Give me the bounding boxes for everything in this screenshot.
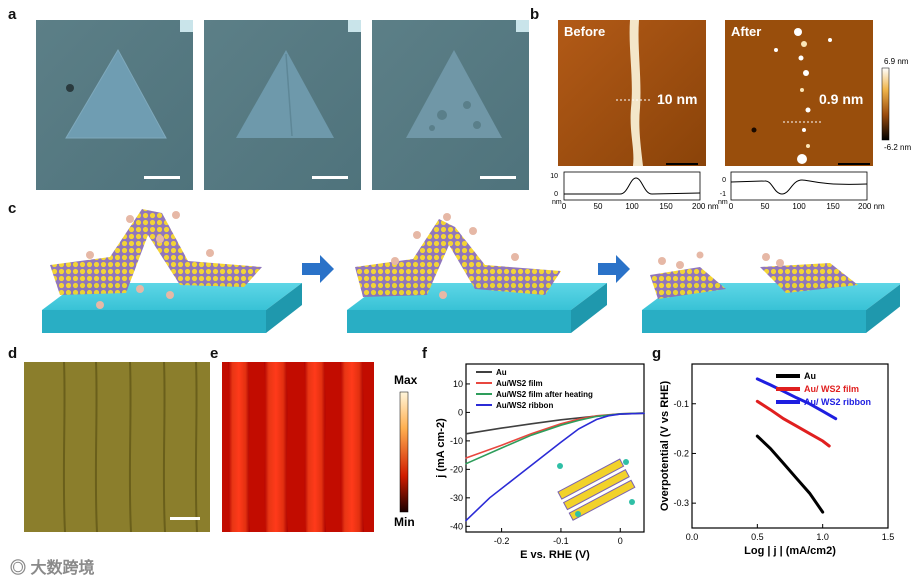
schematic-step-1	[42, 209, 302, 333]
y-tick-label: -40	[450, 521, 463, 531]
panel-g-chart: 0.0 0.5 1.0 1.5 -0.1 -0.2 -0.3 Au Au/ WS2 film Au…	[656, 350, 900, 566]
panel-a-optical-images	[36, 20, 536, 190]
y-tick-label: -10	[450, 436, 463, 446]
profile-after-ytick-top: 0	[722, 177, 726, 184]
panel-f-chart: -0.2 -0.1 0 10 0 -10 -20 -30 -40 Au Au/WS2 film Au/…	[432, 350, 654, 566]
tafel-chart: 0.0 0.5 1.0 1.5 -0.1 -0.2 -0.3 Au Au/ WS2 film Au…	[659, 363, 895, 557]
panel-b-afm: Before 10 nm After 0.9 nm 6.9 nm -6.2 nm	[540, 18, 920, 211]
panel-c-schematic	[30, 205, 902, 345]
watermark-logo-icon: ◎	[10, 560, 31, 577]
map-colorbar-min: Min	[394, 515, 415, 529]
afm-colorbar-min: -6.2 nm	[884, 143, 911, 152]
panel-label-d: d	[8, 345, 18, 362]
profile-before-ytick-top: 10	[550, 173, 558, 180]
optical-image-3	[372, 20, 529, 190]
profile-before-ytick-bottom: 0	[554, 191, 558, 198]
y-tick-label: 0	[458, 407, 463, 417]
afm-before-image	[558, 20, 706, 166]
x-tick-label: -0.1	[553, 536, 569, 546]
x-tick-label: 1.0	[816, 532, 829, 542]
optical-image-1	[36, 20, 193, 190]
y-tick-label: -20	[450, 464, 463, 474]
panel-label-c: c	[8, 200, 17, 217]
plot-frame	[691, 363, 889, 529]
x-tick-label: 0.5	[751, 532, 764, 542]
x-tick-label: 1.5	[882, 532, 895, 542]
profile-before-xtick-200: 200 nm	[692, 202, 719, 210]
x-tick-label: 0	[618, 536, 623, 546]
arrow-icon	[598, 255, 630, 283]
y-tick-label: -0.3	[673, 498, 689, 508]
y-tick-label: -0.2	[673, 448, 689, 458]
afm-before-profile: 10 0 nm	[550, 171, 701, 206]
afm-after-image	[725, 20, 873, 166]
afm-before-height: 10 nm	[657, 91, 697, 107]
map-colorbar-max: Max	[394, 373, 418, 387]
profile-before-xtick-150: 150	[659, 202, 673, 210]
optical-image-set	[36, 20, 529, 190]
profile-before-xtick-100: 100	[625, 202, 639, 210]
profile-after-xtick-100: 100	[792, 202, 806, 210]
series-line-1	[755, 399, 831, 448]
legend-label-0: Au	[804, 371, 816, 381]
arrow-icon	[302, 255, 334, 283]
panel-label-e: e	[210, 345, 219, 362]
profile-after-xtick-50: 50	[761, 202, 770, 210]
profile-after-xtick-150: 150	[826, 202, 840, 210]
profile-before-xtick-50: 50	[594, 202, 603, 210]
inset-illustration	[557, 458, 636, 521]
legend-label-2: Au/ WS2 ribbon	[804, 397, 871, 407]
profile-before-xtick-0: 0	[562, 202, 567, 210]
legend-label-1: Au/ WS2 film	[804, 384, 859, 394]
panel-label-f: f	[422, 345, 427, 362]
scale-bar	[312, 176, 348, 179]
y-axis-label: Overpotential (V vs RHE)	[659, 381, 671, 512]
y-tick-label: -0.1	[673, 399, 689, 409]
profile-after-xtick-200: 200 nm	[858, 202, 885, 210]
x-tick-label: 0.0	[686, 532, 699, 542]
optical-image-2	[204, 20, 361, 190]
x-axis-label: E vs. RHE (V)	[520, 549, 590, 561]
scale-bar	[480, 176, 516, 179]
schematic-step-3	[642, 251, 902, 333]
x-tick-label: -0.2	[494, 536, 510, 546]
afm-colorbar: 6.9 nm -6.2 nm	[881, 57, 911, 152]
legend-label-2: Au/WS2 film after heating	[496, 390, 593, 399]
profile-after-unit: nm	[718, 199, 728, 206]
afm-before-title: Before	[564, 24, 605, 39]
x-axis-label: Log | j | (mA/cm2)	[744, 545, 836, 557]
profile-before-unit: nm	[552, 199, 562, 206]
watermark-text: 大数跨境	[30, 560, 95, 577]
panel-d-optical-image	[24, 361, 210, 533]
schematic-step-2	[347, 213, 607, 333]
series-line-0	[755, 434, 825, 514]
legend-label-3: Au/WS2 ribbon	[496, 401, 553, 410]
profile-after-ytick-bottom: -1	[720, 191, 726, 198]
panel-label-a: a	[8, 6, 17, 23]
series-line-2	[755, 377, 838, 421]
y-tick-label: 10	[453, 379, 463, 389]
panel-e-map: Max Min	[222, 362, 432, 534]
afm-after-height: 0.9 nm	[819, 91, 863, 107]
watermark: ◎ 大数跨境	[10, 554, 94, 578]
afm-after-profile: 0 -1 nm	[718, 171, 868, 206]
legend-label-1: Au/WS2 film	[496, 379, 543, 388]
series-line-0	[465, 412, 645, 435]
profile-after-xtick-0: 0	[729, 202, 734, 210]
panel-label-g: g	[652, 345, 662, 362]
y-axis-label: j (mA cm-2)	[435, 418, 447, 479]
scale-bar	[170, 517, 200, 520]
y-tick-label: -30	[450, 493, 463, 503]
legend-label-0: Au	[496, 368, 507, 377]
plot-frame	[465, 363, 645, 533]
lsv-chart: -0.2 -0.1 0 10 0 -10 -20 -30 -40 Au Au/WS2 film Au/…	[435, 363, 645, 561]
scale-bar	[144, 176, 180, 179]
afm-after-title: After	[731, 24, 761, 39]
afm-colorbar-max: 6.9 nm	[884, 57, 909, 66]
series-line-3	[465, 412, 645, 522]
panel-label-b: b	[530, 6, 540, 23]
